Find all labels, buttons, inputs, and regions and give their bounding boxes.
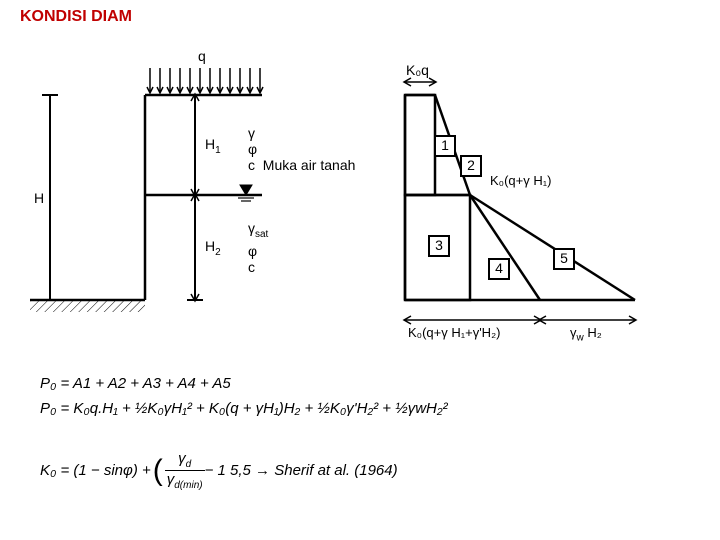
- soil1-params: γ φ c Muka air tanah: [248, 125, 355, 173]
- box-4: 4: [488, 258, 510, 280]
- equation-3-clean: K₀ = (1 − sinφ) + ( γd γd(min) − 1 5,5 →…: [40, 450, 404, 491]
- box-3: 3: [428, 235, 450, 257]
- water-table-label: Muka air tanah: [263, 157, 356, 173]
- K0q-label: K₀q: [406, 62, 429, 78]
- equation-1: P₀ = A1 + A2 + A3 + A4 + A5: [40, 375, 231, 392]
- diagram-svg: [0, 0, 720, 360]
- H-label: H: [34, 190, 44, 206]
- box-5: 5: [553, 248, 575, 270]
- H2-label: H2: [205, 238, 221, 258]
- q-label: q: [198, 48, 206, 64]
- box-2: 2: [460, 155, 482, 177]
- mid-stress-label: K₀(q+γ H₁): [490, 173, 551, 188]
- bottom-left-stress: K₀(q+γ H₁+γ'H₂): [408, 325, 500, 340]
- soil2-params: γsat φ c: [248, 220, 268, 275]
- box-1: 1: [434, 135, 456, 157]
- H1-label: H1: [205, 136, 221, 156]
- equation-2: P₀ = K₀q.H₁ + ½K₀γH₁² + K₀(q + γH₁)H₂ + …: [40, 400, 448, 417]
- bottom-right-stress: γw H₂: [570, 325, 602, 344]
